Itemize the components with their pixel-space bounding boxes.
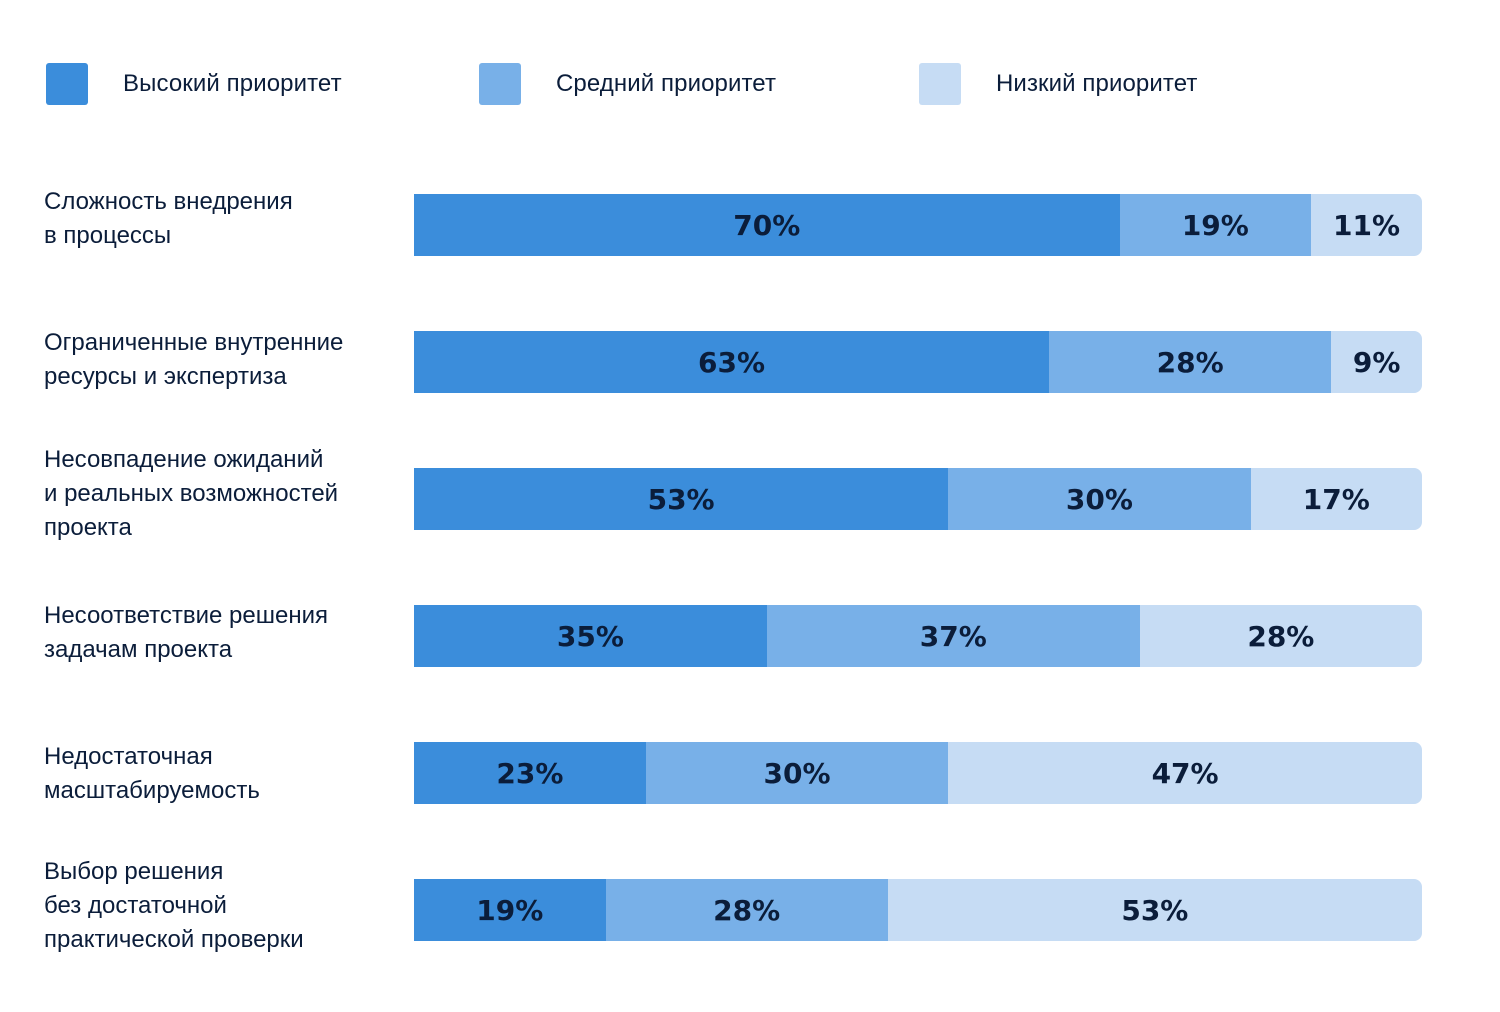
legend-label-medium: Средний приоритет [556,70,777,97]
data-label: 28% [1156,345,1224,379]
bar-segment-low: 9% [1331,331,1422,393]
legend-label-low: Низкий приоритет [996,70,1198,97]
bar-segment-low: 53% [887,879,1422,941]
bar-segment-medium: 28% [605,879,888,941]
data-label: 37% [919,619,987,653]
bar-segment-medium: 37% [766,605,1140,667]
data-label: 19% [1181,208,1249,242]
bar-segment-medium: 28% [1049,331,1332,393]
row-label: Несоответствие решения задачам проекта [44,602,328,663]
data-label: 35% [556,619,624,653]
bar-segment-medium: 30% [645,742,949,804]
row-label: Ограниченные внутренние ресурсы и экспер… [44,329,344,390]
chart-legend: Высокий приоритет Средний приоритет Низк… [0,0,1500,140]
bar-segment-low: 47% [948,742,1422,804]
bar-segment-high: 23% [414,742,646,804]
legend-item-low: Низкий приоритет [919,62,1197,106]
data-label: 9% [1352,345,1401,379]
data-label: 53% [1121,893,1189,927]
stacked-bar: 19% 28% 53% [414,879,1422,941]
bar-segment-high: 63% [414,331,1050,393]
bar-segment-medium: 30% [948,468,1251,530]
bar-segment-medium: 19% [1119,194,1312,256]
stacked-bar: 23% 30% 47% [414,742,1422,804]
legend-item-medium: Средний приоритет [479,62,776,106]
stacked-bar: 35% 37% 28% [414,605,1422,667]
bar-segment-high: 53% [414,468,949,530]
row-label: Выбор решения без достаточной практическ… [44,858,304,953]
bar-segment-high: 35% [414,605,767,667]
data-label: 23% [496,756,564,790]
data-label: 63% [698,345,766,379]
data-label: 53% [647,482,715,516]
bar-segment-high: 19% [414,879,606,941]
data-label: 11% [1333,208,1401,242]
row-label: Несовпадение ожиданий и реальных возможн… [44,446,339,541]
data-label: 28% [713,893,781,927]
bar-segment-high: 70% [414,194,1120,256]
data-label: 30% [1065,482,1133,516]
data-label: 47% [1151,756,1219,790]
row-label: Недостаточная масштабируемость [44,743,260,804]
bar-segment-low: 11% [1311,194,1422,256]
stacked-bar: 70% 19% 11% [414,194,1422,256]
data-label: 30% [763,756,831,790]
stacked-bar: 63% 28% 9% [414,331,1422,393]
legend-swatch-medium [479,63,521,105]
data-label: 28% [1247,619,1315,653]
legend-label-high: Высокий приоритет [123,70,342,97]
row-label: Сложность внедрения в процессы [44,188,293,249]
bar-segment-low: 17% [1250,468,1422,530]
stacked-bar: 53% 30% 17% [414,468,1422,530]
data-label: 70% [733,208,801,242]
legend-item-high: Высокий приоритет [46,62,342,106]
data-label: 19% [476,893,544,927]
legend-swatch-low [919,63,961,105]
data-label: 17% [1302,482,1370,516]
legend-swatch-high [46,63,88,105]
bar-segment-low: 28% [1139,605,1422,667]
